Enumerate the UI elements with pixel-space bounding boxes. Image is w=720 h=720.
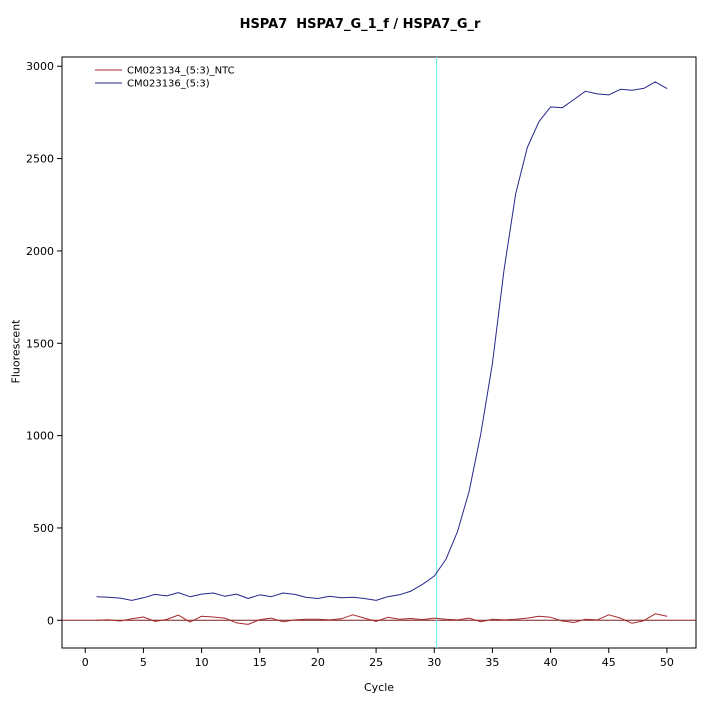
x-tick-label: 35 — [485, 656, 499, 669]
legend-label: CM023136_(5:3) — [127, 79, 210, 90]
x-tick-label: 45 — [602, 656, 616, 669]
y-tick-label: 500 — [33, 522, 54, 535]
y-tick-label: 0 — [47, 614, 54, 627]
plot-box — [61, 56, 697, 649]
y-tick-label: 2000 — [26, 245, 54, 258]
legend-label: CM023134_(5:3)_NTC — [127, 66, 235, 77]
legend: CM023134_(5:3)_NTC CM023136_(5:3) — [95, 66, 235, 90]
x-tick-label: 10 — [195, 656, 209, 669]
series-line-0 — [96, 613, 668, 625]
x-tick-label: 25 — [369, 656, 383, 669]
x-tick-label: 0 — [82, 656, 89, 669]
x-axis: 0 5 10 15 20 25 30 35 40 45 50 — [82, 648, 674, 669]
y-axis-label: Fluorescent — [9, 319, 23, 384]
x-axis-label: Cycle — [363, 681, 395, 694]
y-tick-label: 1500 — [26, 337, 54, 350]
x-tick-label: 40 — [544, 656, 558, 669]
y-axis: 0 500 1000 1500 2000 2500 3000 — [26, 60, 62, 627]
y-tick-label: 1000 — [26, 430, 54, 443]
x-tick-label: 30 — [427, 656, 441, 669]
series-line-1 — [96, 81, 668, 601]
x-tick-label: 50 — [660, 656, 674, 669]
y-tick-label: 3000 — [26, 60, 54, 73]
x-tick-label: 5 — [140, 656, 147, 669]
x-tick-label: 20 — [311, 656, 325, 669]
x-tick-label: 15 — [253, 656, 267, 669]
chart-title: HSPA7 HSPA7_G_1_f / HSPA7_G_r — [239, 17, 481, 32]
y-tick-label: 2500 — [26, 153, 54, 166]
